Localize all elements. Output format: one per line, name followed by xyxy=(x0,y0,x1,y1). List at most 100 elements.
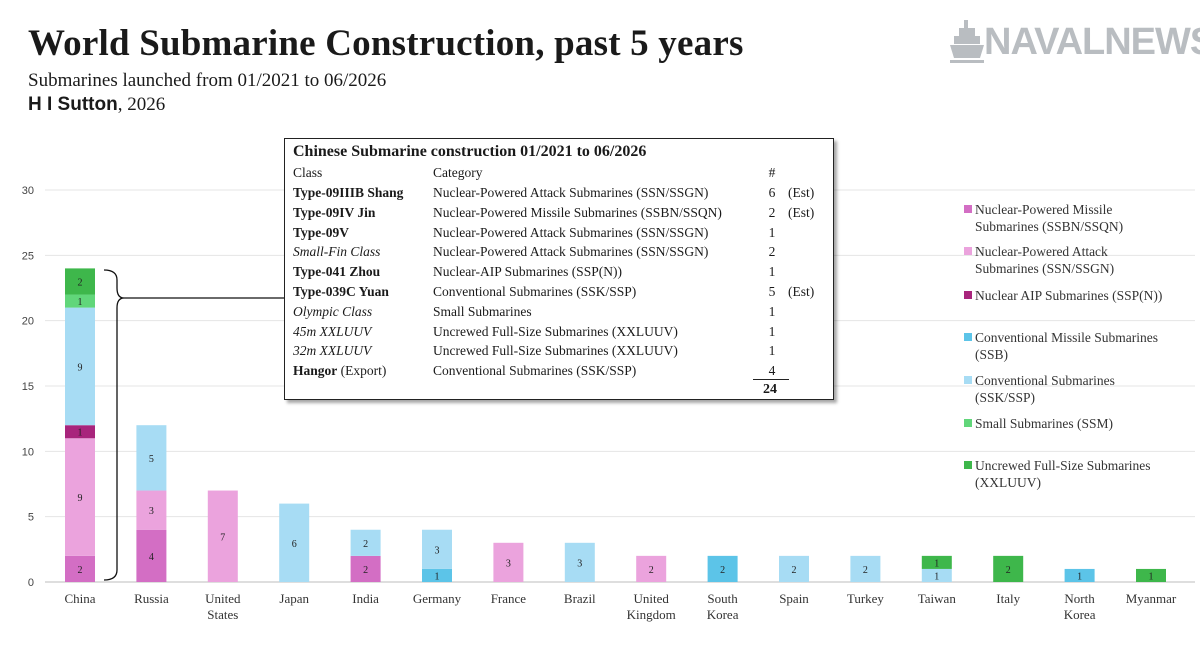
legend-label-line: Nuclear-Powered Missile xyxy=(975,202,1113,217)
row-category: Uncrewed Full-Size Submarines (XXLUUV) xyxy=(433,343,678,359)
row-class-name: Type-041 Zhou xyxy=(293,264,381,280)
legend-label: Nuclear-Powered Attack Submarines (SSN/SS… xyxy=(975,243,1195,277)
data-label: 1 xyxy=(1077,571,1082,582)
bar-segment xyxy=(207,490,238,582)
row-class: Type-09IV Jin xyxy=(293,205,375,221)
china-bracket xyxy=(103,269,286,581)
legend-swatch xyxy=(964,461,972,469)
data-label: 2 xyxy=(863,565,868,576)
data-label: 2 xyxy=(1006,565,1011,576)
data-label: 1 xyxy=(934,571,939,582)
x-tick-label: Korea xyxy=(707,607,739,622)
row-class-name: Type-039C Yuan xyxy=(293,284,389,299)
legend-label-line: (SSB) xyxy=(975,347,1009,362)
header-class: Class xyxy=(293,165,323,180)
bar-segment xyxy=(136,425,167,491)
bar-segment xyxy=(921,568,952,582)
legend-label: Conventional Missile Submarines (SSB) xyxy=(975,329,1195,363)
x-tick-label: Turkey xyxy=(847,591,885,606)
bar-segment xyxy=(493,542,524,582)
row-class-name: Hangor xyxy=(293,363,338,379)
table-row: Small-Fin Class Nuclear-Powered Attack Su… xyxy=(285,244,833,264)
legend-label-line: Conventional Missile Submarines xyxy=(975,330,1158,345)
legend-label-line: Submarines (SSN/SSGN) xyxy=(975,261,1115,276)
bar-segment xyxy=(65,425,95,439)
legend-label: Nuclear-Powered Missile Submarines (SSBN/… xyxy=(975,201,1195,235)
row-category: Conventional Submarines (SSK/SSP) xyxy=(433,284,637,299)
row-category: Nuclear-Powered Attack Submarines (SSN/S… xyxy=(433,224,709,240)
x-tick-label: Taiwan xyxy=(918,591,957,606)
data-label: 2 xyxy=(363,565,368,576)
x-tick-label: North xyxy=(1064,591,1095,606)
table-row: Type-09V Nuclear-Powered Attack Submarine… xyxy=(285,225,833,245)
legend-swatch xyxy=(964,247,972,255)
data-label: 3 xyxy=(149,506,154,517)
row-category: Nuclear-Powered Missile Submarines (SSBN… xyxy=(433,204,722,220)
legend-swatch xyxy=(964,376,972,384)
row-class-name: Type-09V xyxy=(293,224,349,240)
row-class-name: 45m XXLUUV xyxy=(293,323,372,339)
row-category: Small Submarines xyxy=(433,303,532,319)
row-note: (Est) xyxy=(788,204,815,220)
y-axis: 0 5 10 15 20 25 30 xyxy=(22,185,34,589)
row-class: Olympic Class xyxy=(293,304,372,320)
legend-label-line: Conventional Submarines xyxy=(975,373,1115,388)
legend-swatch xyxy=(964,333,972,341)
y-tick-label: 10 xyxy=(22,446,34,458)
row-count: 4 xyxy=(768,363,776,379)
data-label: 2 xyxy=(720,565,725,576)
total-rule xyxy=(753,379,789,380)
data-label: 2 xyxy=(78,277,83,288)
bar-segment xyxy=(350,529,381,556)
row-count: 2 xyxy=(768,244,776,260)
data-label: 3 xyxy=(577,558,582,569)
row-note: (Est) xyxy=(788,284,815,299)
chart-title: World Submarine Construction, past 5 yea… xyxy=(28,23,744,64)
legend-label: Nuclear AIP Submarines (SSP(N)) xyxy=(975,287,1195,304)
table-row: Type-09IIIB Shang Nuclear-Powered Attack … xyxy=(285,185,833,205)
legend-label: Small Submarines (SSM) xyxy=(975,415,1195,432)
row-class: 45m XXLUUV xyxy=(293,324,371,340)
bar-segment xyxy=(1136,568,1166,582)
row-count: 6 xyxy=(768,185,776,200)
china-breakdown-table: Chinese Submarine construction 01/2021 t… xyxy=(284,138,834,400)
row-class-name: Type-09IIIB Shang xyxy=(293,185,404,200)
bar-segment xyxy=(564,542,595,582)
legend-label-line: Submarines (SSBN/SSQN) xyxy=(975,219,1124,234)
legend-label: Conventional Submarines (SSK/SSP) xyxy=(975,372,1195,406)
author-year: , 2026 xyxy=(117,94,166,115)
legend-label-line: Small Submarines (SSM) xyxy=(975,416,1114,431)
legend-swatch xyxy=(964,205,972,213)
bar-segment xyxy=(779,555,809,582)
logo-wordmark: NAVALNEWS xyxy=(984,21,1200,63)
bar-segment xyxy=(707,555,738,582)
row-category: Uncrewed Full-Size Submarines (XXLUUV) xyxy=(433,323,678,339)
legend-label-line: Nuclear-Powered Attack xyxy=(975,244,1108,259)
header-category: Category xyxy=(433,165,483,180)
row-class: Type-09V xyxy=(293,225,349,241)
row-class: Type-041 Zhou xyxy=(293,264,380,280)
row-count: 1 xyxy=(768,343,776,359)
bar-segment xyxy=(422,529,452,569)
y-tick-label: 5 xyxy=(28,512,34,524)
legend-swatch xyxy=(964,291,972,299)
x-tick-label: Brazil xyxy=(564,591,596,606)
table-row: Type-041 Zhou Nuclear-AIP Submarines (SSP… xyxy=(285,264,833,284)
author-name: H I Sutton xyxy=(28,94,118,115)
data-label: 1 xyxy=(435,571,440,582)
bracket xyxy=(103,269,125,581)
row-count: 5 xyxy=(768,284,776,299)
x-tick-label: Korea xyxy=(1064,607,1096,622)
x-tick-label: Kingdom xyxy=(627,607,676,622)
bar-segment xyxy=(921,555,952,569)
x-tick-label: France xyxy=(491,591,527,606)
x-tick-label: Spain xyxy=(779,591,809,606)
row-note: (Est) xyxy=(788,185,815,200)
data-label: 1 xyxy=(1149,571,1154,582)
x-tick-label: Italy xyxy=(996,591,1020,606)
row-class-extra: (Export) xyxy=(337,363,387,379)
bar-segment xyxy=(136,490,167,530)
row-count: 1 xyxy=(768,303,776,319)
